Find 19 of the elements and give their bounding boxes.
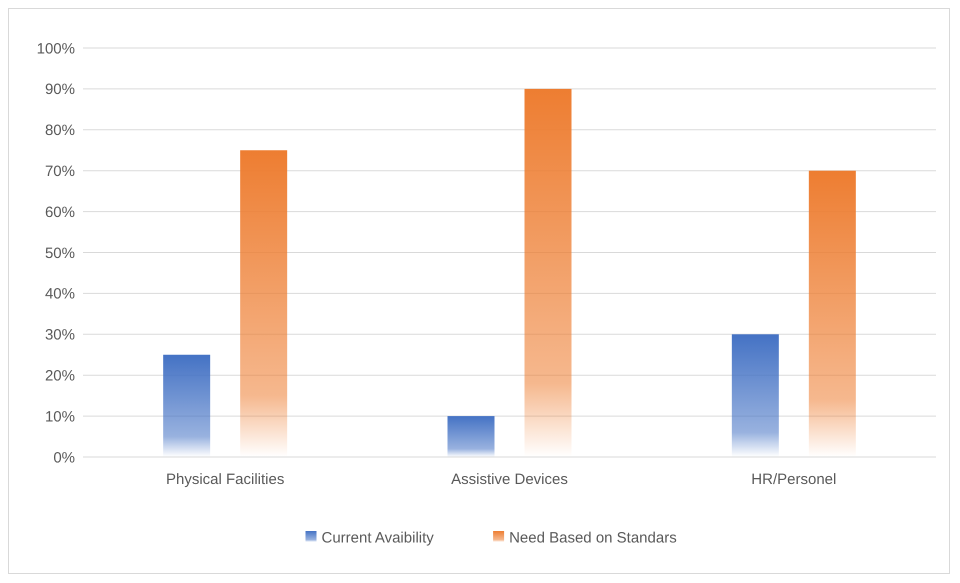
y-tick-label: 100% <box>36 40 75 58</box>
x-tick-label: Physical Facilities <box>166 471 284 488</box>
x-tick-label: HR/Personel <box>751 471 836 488</box>
y-tick-label: 10% <box>44 408 75 426</box>
y-tick-label: 40% <box>44 286 75 303</box>
bar <box>448 416 494 457</box>
legend-label: Current Avaibility <box>322 529 434 546</box>
bar <box>163 354 210 457</box>
y-tick-label: 60% <box>44 204 75 221</box>
y-tick-label: 0% <box>53 449 75 466</box>
y-tick-label: 70% <box>44 162 75 180</box>
y-tick-label: 80% <box>44 122 75 140</box>
bar <box>732 334 779 457</box>
x-tick-label: Assistive Devices <box>451 471 568 488</box>
y-tick-label: 30% <box>44 326 75 344</box>
legend-label: Need Based on Standars <box>509 529 677 546</box>
y-tick-label: 20% <box>44 367 75 384</box>
y-tick-label: 50% <box>44 244 75 262</box>
y-tick-label: 90% <box>44 81 75 98</box>
